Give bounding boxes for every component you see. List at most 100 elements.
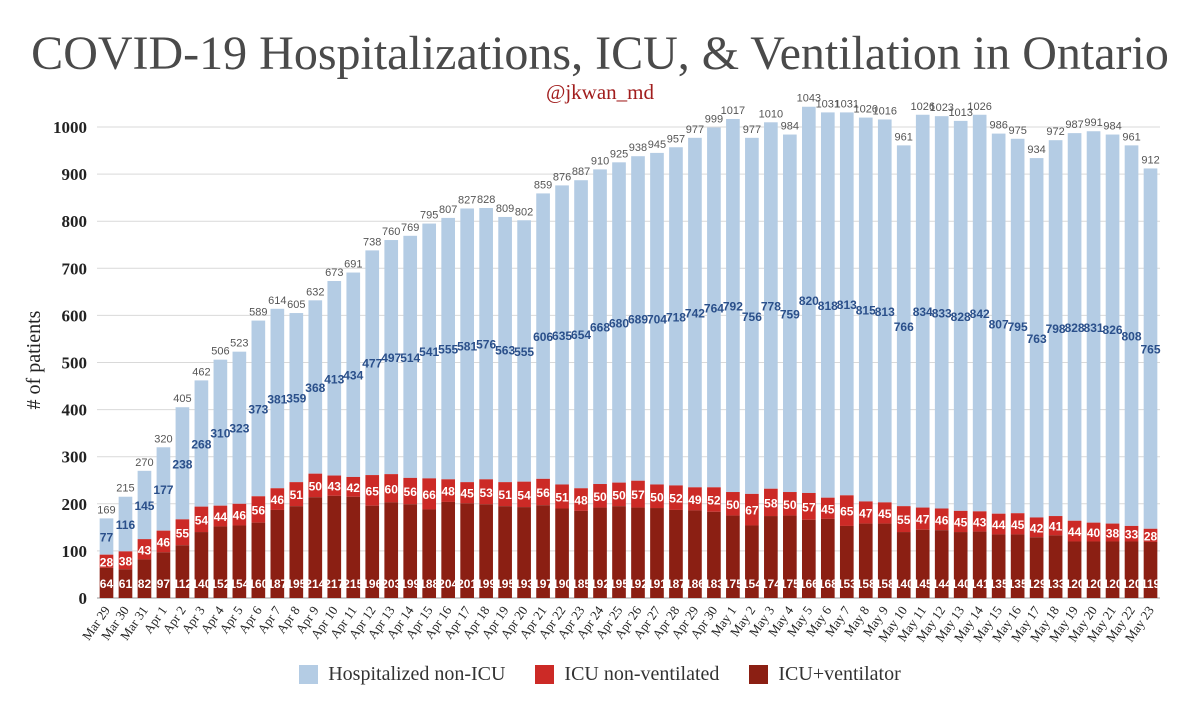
data-label-icu-non-vent: 49: [688, 493, 702, 507]
bar-icu-non-vent: [1067, 520, 1082, 542]
bar-icu-vent: [934, 530, 949, 598]
bar-icu-non-vent: [1010, 513, 1025, 535]
data-label-icu-vent: 192: [590, 577, 610, 591]
data-label-total: 986: [989, 120, 1007, 132]
bar-icu-non-vent: [1143, 528, 1158, 542]
bar-non-icu: [365, 250, 380, 476]
bar-icu-vent: [346, 496, 361, 598]
data-label-total: 859: [534, 179, 552, 191]
data-label-icu-vent: 201: [457, 577, 477, 591]
data-label-icu-non-vent: 46: [935, 513, 949, 527]
data-label-icu-non-vent: 46: [233, 509, 247, 523]
data-label-non-icu: 808: [1122, 330, 1142, 344]
bar-icu-non-vent: [820, 497, 835, 519]
data-label-icu-non-vent: 33: [1125, 528, 1139, 542]
bar-icu-non-vent: [934, 508, 949, 531]
bar-icu-non-vent: [858, 501, 873, 524]
bar-non-icu: [688, 137, 702, 488]
bar-icu-vent: [536, 505, 550, 598]
bar-icu-vent: [251, 522, 266, 598]
bar-icu-vent: [403, 504, 418, 598]
data-label-non-icu: 373: [248, 402, 268, 416]
data-label-non-icu: 581: [457, 339, 477, 353]
data-label-icu-vent: 144: [932, 577, 952, 591]
bar-icu-vent: [422, 509, 437, 598]
data-label-icu-non-vent: 56: [404, 485, 418, 499]
bar-icu-vent: [688, 510, 702, 598]
data-label-icu-vent: 192: [628, 577, 648, 591]
bar-non-icu: [631, 156, 645, 481]
bar-icu-vent: [270, 509, 285, 598]
bar-non-icu: [934, 116, 949, 509]
bar-non-icu: [403, 235, 418, 478]
bar-icu-non-vent: [194, 506, 209, 533]
data-label-non-icu: 813: [837, 298, 857, 312]
bar-non-icu: [422, 223, 437, 479]
bar-non-icu: [820, 112, 835, 498]
bar-icu-non-vent: [403, 477, 418, 505]
data-label-total: 925: [610, 148, 628, 160]
data-label-icu-vent: 217: [324, 577, 344, 591]
data-label-total: 215: [116, 483, 134, 495]
data-label-non-icu: 381: [267, 393, 287, 407]
bar-icu-vent: [327, 495, 342, 598]
legend-label-icu-vent: ICU+ventilator: [778, 663, 901, 685]
data-label-icu-vent: 61: [119, 577, 133, 591]
data-label-icu-non-vent: 44: [1068, 525, 1082, 539]
bar-icu-non-vent: [384, 474, 399, 503]
bar-icu-vent: [479, 504, 493, 598]
bar-icu-non-vent: [972, 511, 987, 532]
y-tick-label: 500: [62, 354, 88, 373]
data-label-total: 405: [173, 393, 191, 405]
data-label-total: 632: [306, 286, 324, 298]
data-label-total: 984: [781, 121, 799, 133]
bar-icu-vent: [783, 515, 797, 598]
data-label-icu-non-vent: 46: [271, 493, 285, 507]
bar-icu-non-vent: [175, 519, 190, 546]
data-label-total: 807: [439, 204, 457, 216]
data-label-icu-non-vent: 65: [840, 505, 854, 519]
data-label-icu-vent: 193: [514, 577, 534, 591]
data-label-total: 614: [268, 295, 286, 307]
data-label-non-icu: 668: [590, 321, 610, 335]
data-label-total: 1010: [759, 108, 783, 120]
bar-non-icu: [1067, 133, 1082, 521]
data-label-icu-non-vent: 47: [916, 513, 930, 527]
bar-non-icu: [517, 220, 531, 482]
bar-icu-non-vent: [460, 482, 474, 504]
bar-icu-vent: [1143, 541, 1158, 598]
bar-icu-vent: [1010, 534, 1025, 598]
bar-non-icu: [650, 152, 664, 485]
data-label-icu-vent: 166: [799, 577, 819, 591]
bar-icu-non-vent: [498, 482, 512, 507]
bar-icu-vent: [137, 559, 152, 598]
data-label-total: 691: [344, 259, 362, 271]
data-label-icu-vent: 158: [875, 577, 895, 591]
bar-non-icu: [232, 351, 247, 504]
bar-icu-vent: [593, 507, 607, 598]
data-label-non-icu: 842: [970, 307, 990, 321]
data-label-non-icu: 813: [875, 305, 895, 319]
data-label-icu-vent: 120: [1103, 577, 1123, 591]
bar-icu-vent: [175, 545, 190, 598]
data-label-total: 961: [895, 131, 913, 143]
bar-non-icu: [213, 359, 228, 506]
bar-icu-vent: [896, 532, 911, 598]
data-label-icu-vent: 199: [400, 577, 420, 591]
bar-icu-vent: [839, 525, 854, 598]
data-label-non-icu: 766: [894, 320, 914, 334]
data-label-non-icu: 497: [381, 351, 401, 365]
data-label-icu-vent: 133: [1046, 577, 1066, 591]
bar-icu-vent: [460, 503, 474, 598]
data-label-non-icu: 828: [951, 310, 971, 324]
data-label-total: 1017: [721, 105, 745, 117]
data-label-icu-non-vent: 48: [441, 485, 455, 499]
bar-non-icu: [308, 300, 323, 474]
data-label-non-icu: 826: [1103, 323, 1123, 337]
bar-non-icu: [801, 106, 816, 493]
data-label-icu-non-vent: 42: [347, 481, 361, 495]
bar-icu-vent: [726, 515, 740, 598]
data-label-icu-non-vent: 28: [100, 555, 114, 569]
bar-icu-vent: [498, 506, 512, 598]
